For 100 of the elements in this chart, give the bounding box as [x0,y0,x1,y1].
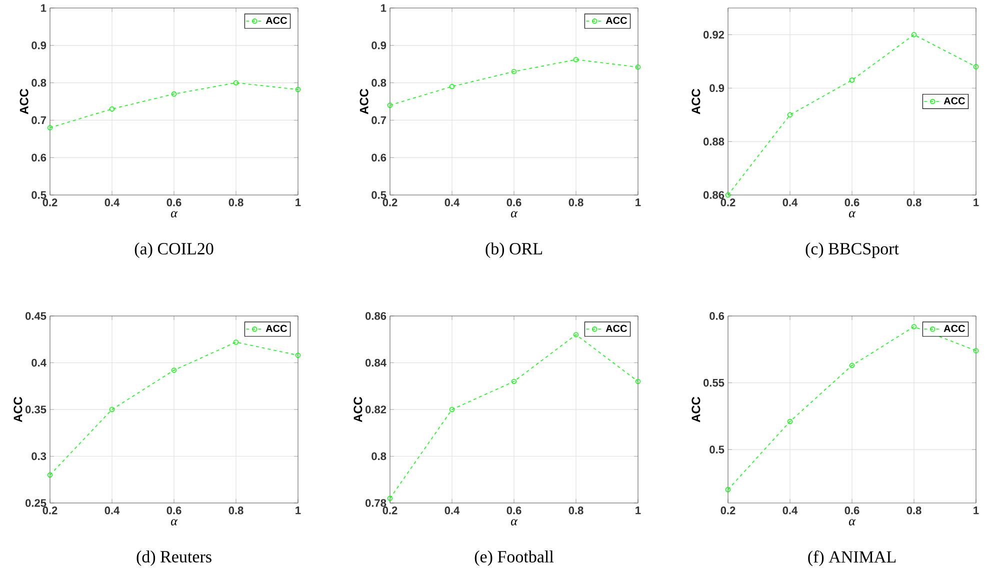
y-tick-label: 0.6 [710,312,724,320]
x-tick-label: 0.8 [906,198,922,206]
point [573,332,579,338]
x-axis-title: α [510,519,518,526]
point [849,78,855,83]
point [511,378,517,384]
x-tick-label: 0.4 [444,506,460,514]
y-tick-label: 0.8 [372,78,386,87]
y-tick-label: 0.5 [710,446,724,454]
x-tick-label: 1 [636,198,641,206]
y-tick-label: 0.7 [32,116,46,124]
x-tick-label: 0.6 [844,506,860,514]
y-tick-label: 0.78 [366,499,386,507]
point [635,64,641,70]
y-tick-label: 0.6 [32,154,46,162]
point [109,406,115,412]
point [911,324,917,330]
point [295,86,301,92]
legend-label: ACC [606,16,627,24]
point [849,362,855,368]
text: (d) Reuters [136,550,212,566]
legend-label: ACC [944,324,965,332]
x-tick-label: 0.8 [228,506,244,514]
point [787,112,793,118]
x-tick-label: 0.6 [166,198,182,206]
y-axis-title: ACC [692,88,700,114]
legend-label: ACC [266,16,287,24]
point [233,80,239,86]
x-tick-label: 0.4 [444,198,460,206]
y-tick-label: 0.82 [366,406,386,414]
y-tick-label: 0.3 [32,452,46,460]
y-tick-label: 0.45 [26,312,46,320]
point [171,368,177,373]
y-tick-label: 0.5 [32,191,46,199]
x-tick-label: 0.4 [782,506,798,514]
y-axis-title: ACC [14,396,22,422]
x-tick-label: 0.8 [568,198,584,206]
x-tick-label: 1 [974,506,979,514]
y-axis-title: ACC [360,88,368,114]
point [787,418,793,424]
y-tick-label: 1 [381,4,386,12]
y-tick-label: 0.9 [372,42,386,50]
x-tick-label: 0.6 [166,506,182,514]
y-axis-title: ACC [20,88,28,114]
x-tick-label: 0.6 [506,198,522,206]
x-tick-label: 1 [636,506,641,514]
x-tick-label: 0.2 [382,506,398,514]
x-tick-label: 1 [296,198,301,206]
point [573,57,579,62]
x-tick-label: 0.8 [906,506,922,514]
point [511,68,517,74]
point [973,64,979,70]
y-tick-label: 0.86 [704,191,724,199]
x-tick-label: 0.2 [42,506,58,514]
x-tick-label: 0.4 [104,506,120,514]
x-tick-label: 0.2 [720,198,736,206]
x-tick-label: 0.6 [844,198,860,206]
point [449,84,455,90]
x-tick-label: 0.2 [382,198,398,206]
point [911,32,917,38]
point [109,106,115,112]
point [295,352,301,358]
y-tick-label: 1 [41,4,46,12]
x-axis-title: α [170,519,178,526]
point [387,496,393,501]
x-tick-label: 0.4 [104,198,120,206]
x-axis-title: α [170,211,178,218]
x-tick-label: 0.8 [228,198,244,206]
x-tick-label: 0.2 [42,198,58,206]
y-tick-label: 0.88 [704,138,724,146]
x-axis-title: α [510,211,518,218]
legend-label: ACC [606,324,627,332]
point [449,406,455,412]
point [387,102,393,108]
x-axis-title: α [848,519,856,526]
y-axis-title: ACC [692,396,700,422]
x-tick-label: 0.6 [506,506,522,514]
point [725,487,731,492]
y-tick-label: 0.6 [372,154,386,162]
y-tick-label: 0.8 [32,78,46,87]
y-tick-label: 0.84 [366,358,386,367]
y-tick-label: 0.55 [704,378,724,387]
y-tick-label: 0.25 [26,499,46,507]
y-tick-label: 0.5 [372,191,386,199]
y-tick-label: 0.35 [26,406,46,414]
y-tick-label: 0.9 [32,42,46,50]
legend-label: ACC [266,324,287,332]
point [973,348,979,354]
y-tick-label: 0.7 [372,116,386,124]
y-tick-label: 0.86 [366,312,386,320]
y-axis-title: ACC [354,396,362,422]
y-tick-label: 0.9 [710,84,724,92]
x-axis-title: α [848,211,856,218]
y-tick-label: 0.92 [704,30,724,39]
x-tick-label: 0.8 [568,506,584,514]
text: (f) ANIMAL [808,550,896,566]
point [47,125,53,130]
point [725,192,731,198]
point [233,340,239,345]
text: (b) ORL [486,242,542,258]
